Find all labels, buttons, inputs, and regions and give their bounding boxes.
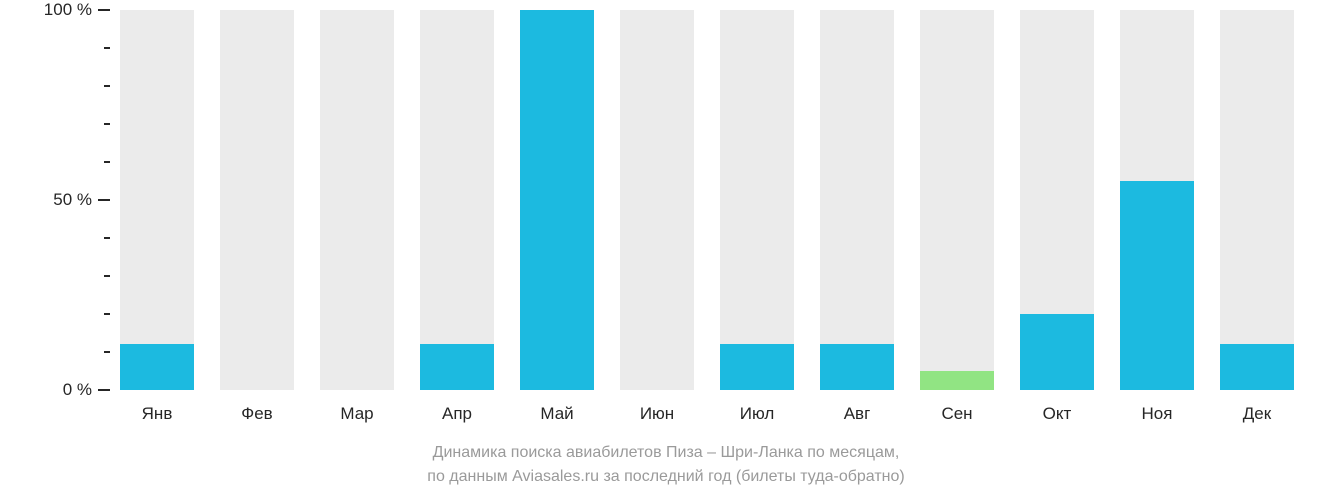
bar-value xyxy=(420,344,494,390)
monthly-search-chart: 0 %50 %100 % ЯнвФевМарАпрМайИюнИюлАвгСен… xyxy=(0,0,1332,502)
bar-background xyxy=(320,10,394,390)
bar-value xyxy=(1120,181,1194,390)
x-axis: Янв Фев Мар Апр Май Июн Июл Авг Сен Окт Ноя Дек xyxy=(120,390,1320,430)
y-tick-minor xyxy=(104,123,110,125)
x-tick-label: Фев xyxy=(241,404,272,424)
bar-background xyxy=(420,10,494,390)
bar-slot xyxy=(920,10,994,390)
x-tick-label: Дек xyxy=(1243,404,1271,424)
bar-value xyxy=(520,10,594,390)
y-tick-mark xyxy=(98,9,110,11)
bar-slot xyxy=(1220,10,1294,390)
x-tick-label: Ноя xyxy=(1142,404,1173,424)
y-axis: 0 %50 %100 % xyxy=(0,10,120,390)
bar-background xyxy=(1220,10,1294,390)
x-tick-label: Июл xyxy=(740,404,775,424)
bar-slot xyxy=(1020,10,1094,390)
bar-background xyxy=(820,10,894,390)
y-tick-minor xyxy=(104,85,110,87)
x-tick-label: Сен xyxy=(941,404,972,424)
y-tick-minor xyxy=(104,275,110,277)
bar-slot xyxy=(1120,10,1194,390)
bar-slot xyxy=(120,10,194,390)
x-tick-label: Апр xyxy=(442,404,472,424)
x-tick-label: Авг xyxy=(844,404,871,424)
y-tick-label: 50 % xyxy=(53,190,92,210)
bar-value xyxy=(120,344,194,390)
bar-background xyxy=(920,10,994,390)
y-tick-label: 100 % xyxy=(44,0,92,20)
plot-area xyxy=(120,10,1320,390)
y-tick-label: 0 % xyxy=(63,380,92,400)
bar-slot xyxy=(520,10,594,390)
y-tick-minor xyxy=(104,237,110,239)
x-tick-label: Мар xyxy=(340,404,373,424)
y-tick-minor xyxy=(104,47,110,49)
x-tick-label: Окт xyxy=(1043,404,1072,424)
bar-background xyxy=(120,10,194,390)
y-tick-minor xyxy=(104,161,110,163)
bar-slot xyxy=(720,10,794,390)
x-tick-label: Янв xyxy=(142,404,173,424)
bar-value xyxy=(720,344,794,390)
caption-line-2: по данным Aviasales.ru за последний год … xyxy=(0,468,1332,486)
y-tick-mark xyxy=(98,199,110,201)
bar-value xyxy=(1220,344,1294,390)
bar-slot xyxy=(220,10,294,390)
bar-background xyxy=(620,10,694,390)
caption-line-1: Динамика поиска авиабилетов Пиза – Шри-Л… xyxy=(0,444,1332,462)
x-tick-label: Май xyxy=(540,404,573,424)
bar-slot xyxy=(420,10,494,390)
bar-value xyxy=(1020,314,1094,390)
bar-slot xyxy=(620,10,694,390)
bar-value xyxy=(820,344,894,390)
bar-slot xyxy=(820,10,894,390)
bar-slot xyxy=(320,10,394,390)
y-tick-minor xyxy=(104,313,110,315)
bar-value xyxy=(920,371,994,390)
bar-background xyxy=(220,10,294,390)
bars-layer xyxy=(120,10,1320,390)
y-tick-mark xyxy=(98,389,110,391)
y-tick-minor xyxy=(104,351,110,353)
x-tick-label: Июн xyxy=(640,404,674,424)
bar-background xyxy=(720,10,794,390)
